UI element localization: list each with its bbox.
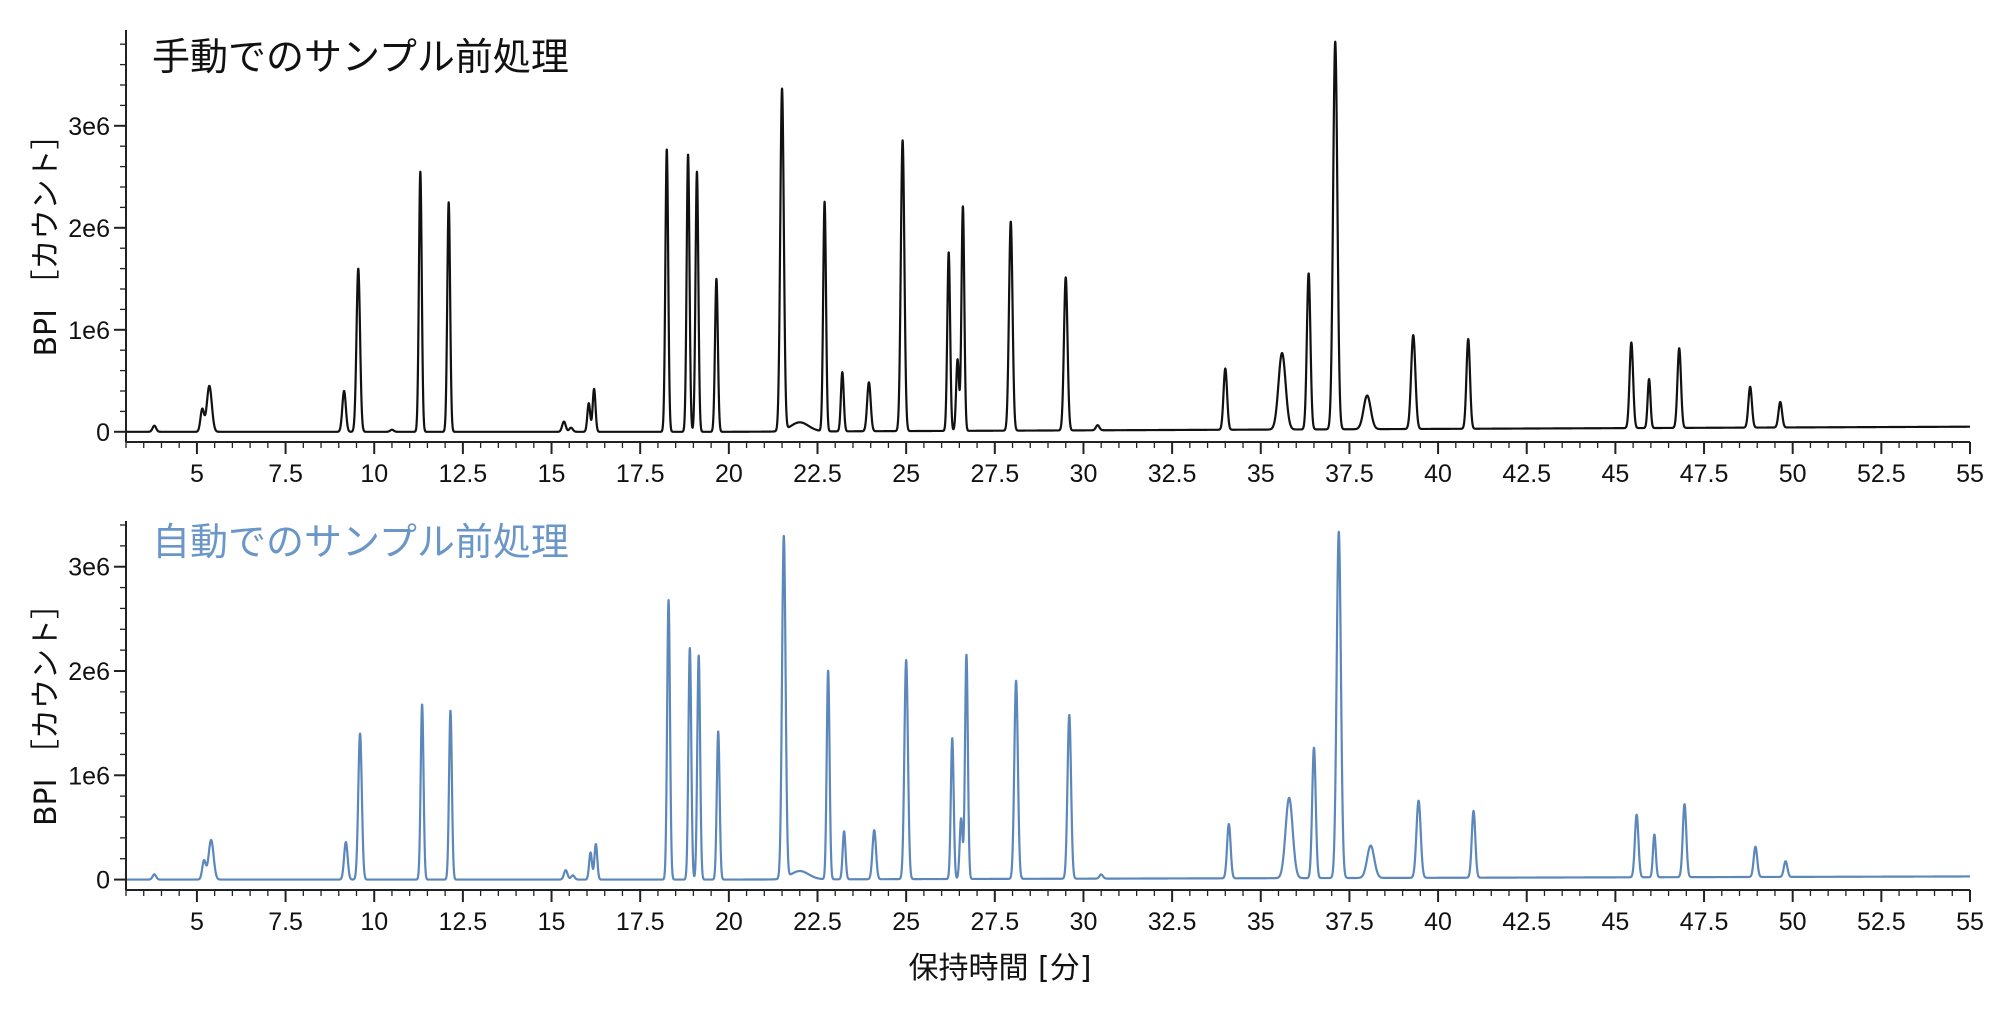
panel-title: 自動でのサンプル前処理 xyxy=(152,520,569,564)
x-tick-label: 35 xyxy=(1247,460,1275,488)
x-tick-label: 10 xyxy=(360,908,388,936)
y-tick-label: 3e6 xyxy=(68,554,110,582)
y-tick-label: 2e6 xyxy=(68,658,110,686)
y-axis-label: BPI ［カウント］ xyxy=(29,589,64,826)
x-tick-label: 42.5 xyxy=(1502,460,1551,488)
x-axis-label: 保持時間 [分] xyxy=(909,951,1092,986)
x-tick-label: 10 xyxy=(360,460,388,488)
x-tick-label: 50 xyxy=(1779,908,1807,936)
chromatogram-trace xyxy=(125,530,1971,881)
x-tick-label: 55 xyxy=(1956,460,1984,488)
y-axis-label: BPI ［カウント］ xyxy=(29,119,64,356)
x-tick-label: 50 xyxy=(1779,460,1807,488)
x-tick-label: 30 xyxy=(1070,460,1098,488)
x-tick-label: 52.5 xyxy=(1857,908,1906,936)
chromatogram-trace xyxy=(125,40,1971,433)
x-tick-label: 27.5 xyxy=(970,908,1019,936)
x-tick-label: 12.5 xyxy=(439,460,488,488)
x-tick-label: 52.5 xyxy=(1857,460,1906,488)
x-tick-label: 20 xyxy=(715,908,743,936)
x-tick-label: 32.5 xyxy=(1148,908,1197,936)
x-tick-label: 12.5 xyxy=(439,908,488,936)
x-tick-label: 22.5 xyxy=(793,460,842,488)
panel-title: 手動でのサンプル前処理 xyxy=(152,35,569,79)
x-tick-label: 45 xyxy=(1601,908,1629,936)
panel-automated: 5 7.5 10 12.5 15 17.5 20 22.5 25 27.5 30 32.5 35 37.5… xyxy=(29,520,1984,936)
y-tick-label: 1e6 xyxy=(68,762,110,790)
panel-manual: 5 7.5 10 12.5 15 17.5 20 22.5 25 27.5 30 32.5 35 37.5… xyxy=(29,30,1984,488)
x-tick-label: 42.5 xyxy=(1502,908,1551,936)
x-tick-label: 27.5 xyxy=(970,460,1019,488)
x-tick-label: 37.5 xyxy=(1325,908,1374,936)
x-tick-label: 17.5 xyxy=(616,460,665,488)
x-tick-label: 20 xyxy=(715,460,743,488)
y-tick-label: 2e6 xyxy=(68,215,110,243)
x-tick-label: 47.5 xyxy=(1680,460,1729,488)
x-tick-label: 17.5 xyxy=(616,908,665,936)
x-tick-label: 7.5 xyxy=(268,460,303,488)
x-tick-label: 40 xyxy=(1424,460,1452,488)
y-tick-label: 0 xyxy=(96,419,110,447)
x-tick-label: 45 xyxy=(1601,460,1629,488)
x-tick-label: 35 xyxy=(1247,908,1275,936)
x-tick-label: 22.5 xyxy=(793,908,842,936)
x-tick-label: 15 xyxy=(538,908,566,936)
x-tick-label: 25 xyxy=(892,460,920,488)
x-tick-label: 37.5 xyxy=(1325,460,1374,488)
x-tick-label: 47.5 xyxy=(1680,908,1729,936)
x-tick-label: 32.5 xyxy=(1148,460,1197,488)
y-tick-label: 1e6 xyxy=(68,317,110,345)
x-tick-label: 40 xyxy=(1424,908,1452,936)
y-tick-label: 0 xyxy=(96,867,110,895)
x-tick-label: 15 xyxy=(538,460,566,488)
x-tick-label: 5 xyxy=(190,460,204,488)
x-tick-label: 5 xyxy=(190,908,204,936)
x-tick-label: 25 xyxy=(892,908,920,936)
x-tick-label: 30 xyxy=(1070,908,1098,936)
x-tick-label: 7.5 xyxy=(268,908,303,936)
y-tick-label: 3e6 xyxy=(68,113,110,141)
x-tick-label: 55 xyxy=(1956,908,1984,936)
